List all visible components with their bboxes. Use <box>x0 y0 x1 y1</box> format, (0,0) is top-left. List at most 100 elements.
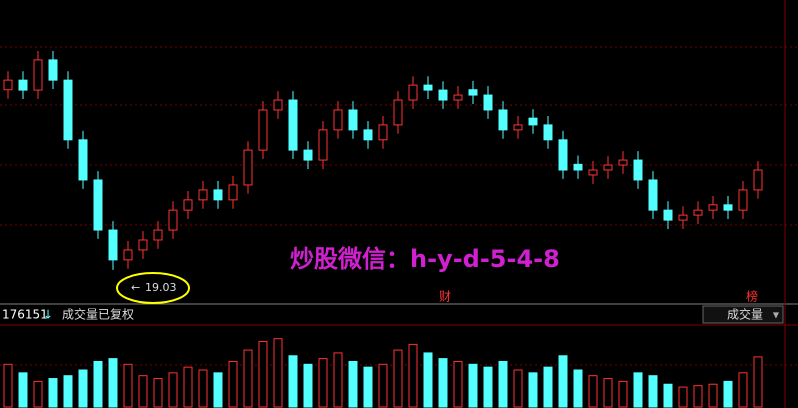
volume-bar <box>3 363 13 408</box>
volume-bar <box>228 360 238 408</box>
candle-body <box>513 124 523 131</box>
candle-body <box>438 89 448 101</box>
volume-bar <box>153 378 163 408</box>
volume-bar <box>378 363 388 408</box>
candle-body <box>273 99 283 111</box>
volume-bar <box>618 380 628 408</box>
volume-bar <box>543 366 553 408</box>
volume-bar <box>678 386 688 408</box>
candle-body <box>483 94 493 111</box>
candle-body <box>498 109 508 131</box>
candle-body <box>543 124 553 141</box>
candle-body <box>318 129 328 161</box>
candle-body <box>723 204 733 211</box>
down-arrow: ↓ <box>43 308 53 322</box>
volume-bar <box>573 369 583 408</box>
volume-bar <box>48 378 58 408</box>
volume-bar <box>273 338 283 408</box>
candle-body <box>468 89 478 96</box>
volume-bar <box>513 369 523 408</box>
candle-body <box>678 214 688 221</box>
candle-body <box>633 159 643 181</box>
candle-body <box>213 189 223 201</box>
volume-bar <box>588 375 598 408</box>
volume-bar <box>468 363 478 408</box>
candle-body <box>93 179 103 231</box>
volume-dropdown-label[interactable]: 成交量 <box>727 307 763 322</box>
volume-bar <box>18 372 28 408</box>
event-marker: 榜 <box>746 289 758 304</box>
candle-body <box>123 249 133 261</box>
low-annotation: 19.03 <box>145 281 177 294</box>
volume-bar <box>663 383 673 408</box>
candle-body <box>48 59 58 81</box>
volume-bar <box>33 380 43 408</box>
candle-body <box>618 159 628 166</box>
volume-bar <box>243 349 253 408</box>
candle-body <box>288 99 298 151</box>
watermark: 炒股微信：h-y-d-5-4-8 <box>290 245 560 273</box>
volume-bar <box>633 372 643 408</box>
volume-bar <box>168 372 178 408</box>
candle-body <box>648 179 658 211</box>
volume-bar <box>363 366 373 408</box>
candle-body <box>348 109 358 131</box>
candle-body <box>183 199 193 211</box>
volume-bar <box>213 372 223 408</box>
candle-body <box>558 139 568 171</box>
volume-bar <box>738 372 748 408</box>
volume-bar <box>183 366 193 408</box>
volume-bar <box>423 352 433 408</box>
candle-body <box>18 79 28 91</box>
candle-body <box>528 117 538 126</box>
candle-body <box>3 79 13 91</box>
candle-body <box>408 84 418 101</box>
volume-bar <box>483 366 493 408</box>
volume-bar <box>708 383 718 408</box>
volume-bar <box>723 380 733 408</box>
dropdown-arrow: ▼ <box>773 311 780 320</box>
volume-bar <box>528 372 538 408</box>
volume-bar <box>108 358 118 408</box>
candle-body <box>753 169 763 191</box>
candle-body <box>738 189 748 211</box>
volume-dropdown[interactable] <box>702 305 784 324</box>
grid <box>0 46 798 366</box>
volume-bar <box>123 363 133 408</box>
candle-body <box>303 149 313 161</box>
volume-bar <box>453 360 463 408</box>
event-marker: 财 <box>439 290 451 304</box>
candle-body <box>693 209 703 216</box>
candle-body <box>423 84 433 91</box>
volume-bar <box>648 375 658 408</box>
volume-bar <box>393 349 403 408</box>
volume-bar <box>333 352 343 408</box>
candle-body <box>603 164 613 171</box>
volume-bar <box>288 355 298 408</box>
candle-body <box>63 79 73 141</box>
candle-body <box>453 94 463 101</box>
candle-body <box>573 163 583 171</box>
volume-bar <box>93 360 103 408</box>
volume-bar <box>318 358 328 408</box>
candle-body <box>108 229 118 261</box>
candle-body <box>198 189 208 201</box>
candle-body <box>333 109 343 131</box>
candle-body <box>393 99 403 126</box>
volume-bar <box>603 378 613 408</box>
volume-bar <box>348 360 358 408</box>
volume-bar <box>558 355 568 408</box>
volume-bar <box>303 363 313 408</box>
candle-body <box>168 209 178 231</box>
volume-bar <box>198 369 208 408</box>
volume-bar <box>438 358 448 408</box>
candle-body <box>258 109 268 151</box>
volume-label: 成交量已复权 <box>62 307 134 322</box>
candle-body <box>708 204 718 211</box>
volume-value: 176151 <box>2 308 48 322</box>
volume-bar <box>693 385 703 408</box>
volume-bar <box>63 375 73 408</box>
volume-bar <box>498 360 508 408</box>
